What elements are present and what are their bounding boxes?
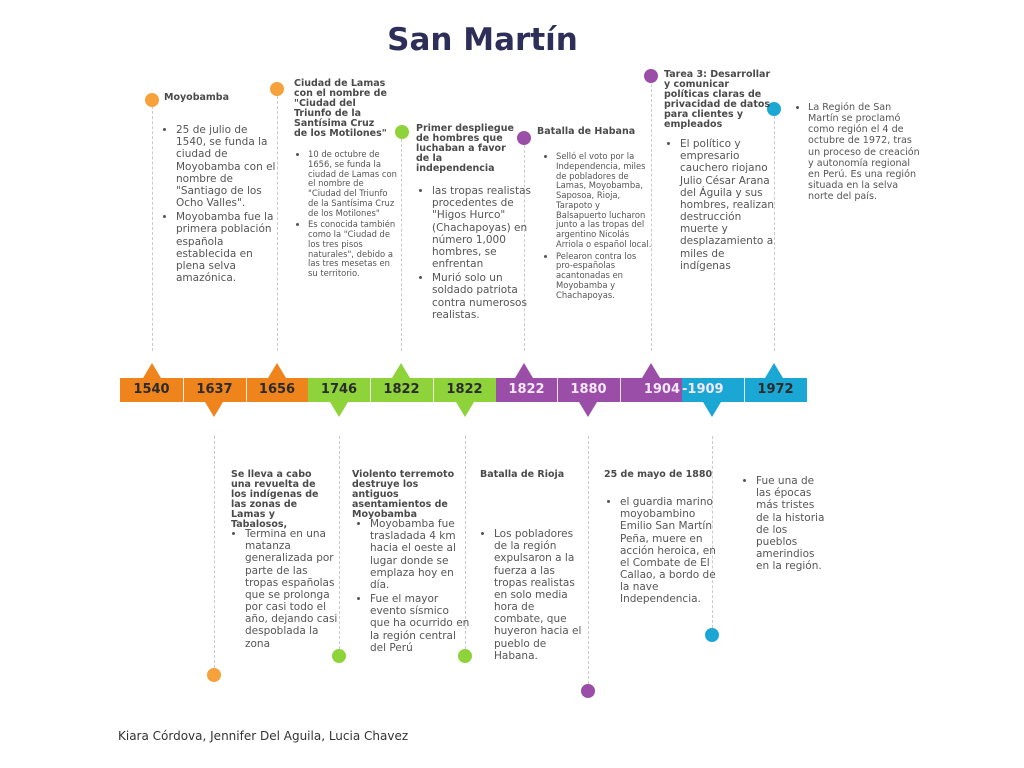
event-item: 25 de julio de 1540, se funda la ciudad … xyxy=(176,124,280,209)
event-item: Los pobladores de la región expulsaron a… xyxy=(494,528,586,662)
event-item: Moyobamba fue trasladada 4 km hacia el o… xyxy=(370,518,470,591)
year-label: 1822 xyxy=(446,382,483,397)
connector-line xyxy=(339,436,340,649)
event-title: 25 de mayo de 1880 xyxy=(604,469,713,480)
event-title: Primer despliegue de hombres que luchaba… xyxy=(416,123,514,174)
event-dot xyxy=(581,684,595,698)
event-item: 10 de octubre de 1656, se funda la ciuda… xyxy=(308,149,398,218)
marker-up xyxy=(515,363,533,378)
bar-separator xyxy=(370,378,371,402)
connector-line xyxy=(774,116,775,351)
marker-up xyxy=(143,363,161,378)
connector-line xyxy=(152,106,153,351)
connector-line xyxy=(651,84,652,351)
event-list: El político y empresario cauchero riojan… xyxy=(666,138,778,274)
year-label: 1822 xyxy=(508,382,545,397)
event-list: el guardia marino moyobambino Emilio San… xyxy=(606,496,716,608)
event-title: Moyobamba xyxy=(164,92,230,103)
connector-line xyxy=(712,436,713,628)
event-item: Pelearon contra los pro-españolas acanto… xyxy=(556,251,652,301)
event-title: Batalla de Rioja xyxy=(480,469,565,480)
event-dot xyxy=(332,649,346,663)
marker-down xyxy=(579,402,597,417)
bar-separator xyxy=(620,378,621,402)
connector-line xyxy=(214,436,215,668)
connector-line xyxy=(277,96,278,351)
event-list: Moyobamba fue trasladada 4 km hacia el o… xyxy=(356,518,470,656)
event-item: La Región de San Martín se proclamó como… xyxy=(808,102,920,202)
bar-separator xyxy=(183,378,184,402)
marker-down xyxy=(456,402,474,417)
event-item: Termina en una matanza generalizada por … xyxy=(245,528,341,650)
bar-segment-green xyxy=(308,378,496,402)
event-dot xyxy=(145,93,159,107)
event-item: Selló el voto por la Independencia, mile… xyxy=(556,151,652,250)
authors-footer: Kiara Córdova, Jennifer Del Aguila, Luci… xyxy=(118,729,409,743)
connector-line xyxy=(401,139,402,351)
event-list: 25 de julio de 1540, se funda la ciudad … xyxy=(162,124,280,286)
event-list: Fue una de las épocas más tristes de la … xyxy=(742,475,828,574)
bar-separator xyxy=(744,378,745,402)
year-label: 1656 xyxy=(258,382,296,397)
bar-segment-orange xyxy=(120,378,308,402)
year-label: -1909 xyxy=(682,382,724,397)
year-label: 1904 xyxy=(643,382,680,397)
connector-line xyxy=(524,145,525,351)
bar-segment-purple xyxy=(496,378,682,402)
event-title: Se lleva a cabo una revuelta de los indí… xyxy=(231,469,319,530)
event-list: Termina en una matanza generalizada por … xyxy=(231,528,341,652)
event-title: Tarea 3: Desarrollar y comunicar polític… xyxy=(664,69,771,130)
event-item: El político y empresario cauchero riojan… xyxy=(680,138,778,272)
marker-down xyxy=(330,402,348,417)
event-dot xyxy=(458,649,472,663)
event-list: Selló el voto por la Independencia, mile… xyxy=(542,151,652,302)
event-dot xyxy=(207,668,221,682)
event-item: Moyobamba fue la primera población españ… xyxy=(176,211,280,284)
event-title: Batalla de Habana xyxy=(537,126,636,137)
event-dot xyxy=(767,102,781,116)
marker-up xyxy=(642,363,660,378)
marker-up xyxy=(392,363,410,378)
event-item: las tropas realistas procedentes de "Hig… xyxy=(432,185,534,270)
event-dot xyxy=(644,69,658,83)
event-list: Los pobladores de la región expulsaron a… xyxy=(480,528,586,664)
event-item: Fue el mayor evento sísmico que ha ocurr… xyxy=(370,593,470,654)
event-list: 10 de octubre de 1656, se funda la ciuda… xyxy=(294,149,398,281)
event-title: Violento terremoto destruye los antiguos… xyxy=(352,469,455,520)
event-dot xyxy=(270,82,284,96)
event-list: La Región de San Martín se proclamó como… xyxy=(794,102,920,204)
year-label: 1822 xyxy=(383,382,420,397)
bar-separator xyxy=(433,378,434,402)
year-label: 1540 xyxy=(133,382,170,397)
event-list: las tropas realistas procedentes de "Hig… xyxy=(418,185,534,323)
event-dot xyxy=(517,131,531,145)
connector-line xyxy=(588,436,589,684)
event-item: Murió solo un soldado patriota contra nu… xyxy=(432,272,534,321)
event-item: el guardia marino moyobambino Emilio San… xyxy=(620,496,716,606)
event-item: Fue una de las épocas más tristes de la … xyxy=(756,475,828,572)
year-label: 1880 xyxy=(570,382,607,397)
connector-line xyxy=(465,436,466,649)
event-dot xyxy=(395,125,409,139)
year-label: 1972 xyxy=(757,382,794,397)
marker-up xyxy=(765,363,783,378)
bar-separator xyxy=(246,378,247,402)
marker-down xyxy=(703,402,721,417)
bar-separator xyxy=(557,378,558,402)
year-label: 1637 xyxy=(196,382,233,397)
page-title: San Martín xyxy=(387,22,578,58)
year-label: 1746 xyxy=(320,382,358,397)
event-item: Es conocida también como la "Ciudad de l… xyxy=(308,219,398,279)
event-title: Ciudad de Lamas con el nombre de "Ciudad… xyxy=(294,78,387,139)
marker-up xyxy=(268,363,286,378)
event-dot xyxy=(705,628,719,642)
marker-down xyxy=(205,402,223,417)
